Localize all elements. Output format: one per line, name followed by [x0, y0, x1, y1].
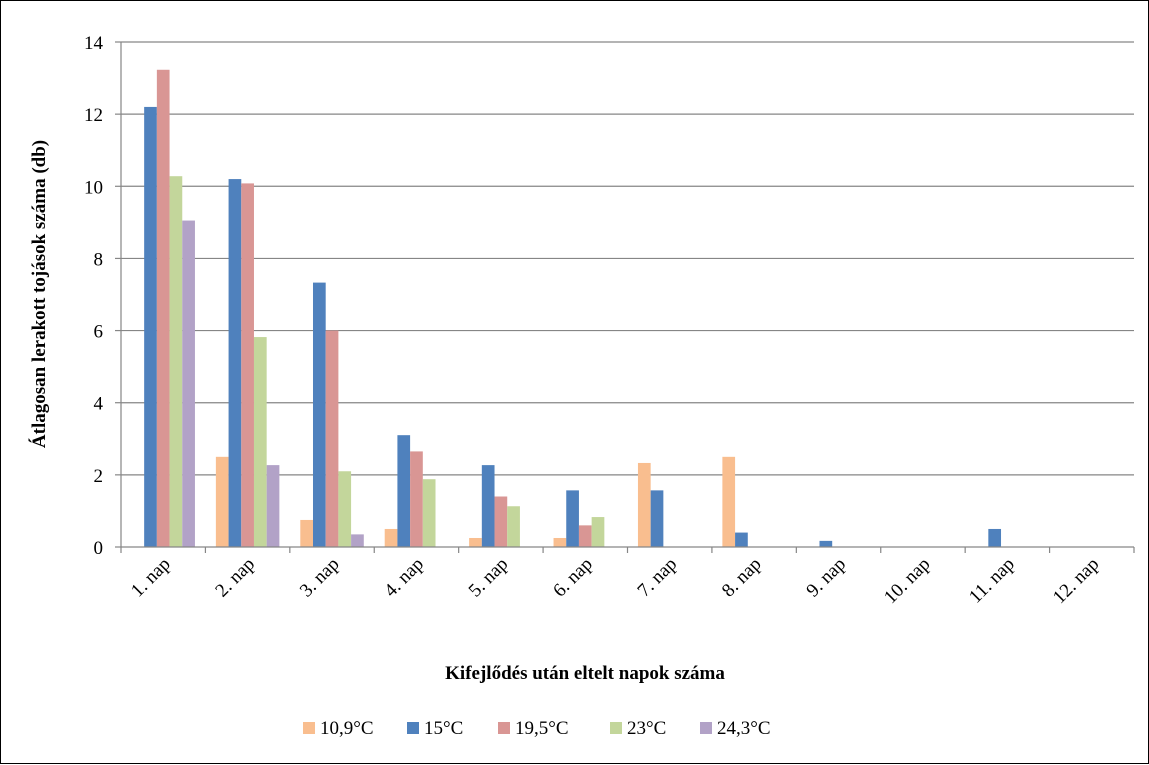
- legend-label: 24,3°C: [717, 718, 771, 739]
- y-tick-label: 8: [94, 249, 104, 270]
- y-tick-labels: 0 2 4 6 8 10 12 14: [84, 33, 104, 559]
- bar: [156, 69, 170, 548]
- bar: [228, 179, 242, 548]
- x-tick-labels: 1. nap 2. nap 3. nap 4. nap 5. nap 6. nap 7. n…: [127, 554, 1103, 608]
- y-tick-label: 0: [94, 538, 104, 559]
- y-tick-label: 2: [94, 466, 104, 487]
- x-axis-title: Kifejlődés után eltelt napok száma: [445, 663, 725, 684]
- y-tick-label: 14: [84, 33, 104, 54]
- legend-swatch: [407, 722, 419, 734]
- x-tick-label: 3. nap: [296, 554, 344, 602]
- legend-swatch: [498, 722, 510, 734]
- x-tick-label: 1. nap: [127, 554, 175, 602]
- bar: [735, 532, 748, 547]
- bar: [410, 451, 423, 547]
- legend-label: 15°C: [424, 718, 463, 739]
- legend-label: 19,5°C: [515, 718, 569, 739]
- legend-swatch: [700, 722, 712, 734]
- x-tick-label: 5. nap: [465, 554, 513, 602]
- bar: [637, 462, 651, 547]
- legend-swatch: [610, 722, 622, 734]
- bar: [481, 465, 495, 547]
- bar: [422, 479, 436, 547]
- bar: [144, 106, 157, 547]
- legend-label: 10,9°C: [320, 718, 374, 739]
- bar: [325, 330, 339, 547]
- bar: [494, 496, 508, 547]
- bar: [241, 183, 254, 547]
- bar: [312, 282, 326, 547]
- x-tick-label: 10. nap: [880, 554, 934, 608]
- y-tick-label: 6: [94, 322, 104, 343]
- bar: [351, 534, 364, 547]
- gridlines: [121, 41, 1134, 476]
- bar: [469, 537, 482, 547]
- bar: [215, 456, 229, 547]
- bar: [722, 456, 736, 547]
- bar: [253, 337, 267, 547]
- x-tick-label: 2. nap: [211, 554, 259, 602]
- bar: [300, 519, 313, 547]
- bar: [182, 220, 195, 547]
- x-tick-label: 6. nap: [549, 554, 597, 602]
- bar: [566, 490, 579, 547]
- legend-swatch: [303, 722, 315, 734]
- bar: [266, 465, 280, 547]
- bar: [650, 490, 664, 547]
- bar: [338, 471, 352, 547]
- bar: [507, 506, 520, 547]
- bar: [384, 528, 398, 547]
- axes: [115, 41, 1135, 553]
- legend: 10,9°C 15°C 19,5°C 23°C 24,3°C: [303, 718, 771, 739]
- y-tick-label: 12: [84, 105, 103, 126]
- x-tick-label: 11. nap: [965, 554, 1019, 608]
- x-tick-label: 4. nap: [380, 554, 428, 602]
- legend-label: 23°C: [627, 718, 666, 739]
- x-tick-label: 12. nap: [1049, 554, 1103, 608]
- bars: [144, 69, 1002, 548]
- x-tick-label: 7. nap: [634, 554, 682, 602]
- y-axis-title: Átlagosan lerakott tojások száma (db): [28, 140, 50, 448]
- bar: [988, 528, 1002, 547]
- bar: [553, 537, 567, 547]
- x-tick-label: 8. nap: [718, 554, 766, 602]
- y-tick-label: 4: [94, 394, 104, 415]
- bar: [591, 517, 605, 547]
- x-tick-label: 9. nap: [802, 554, 850, 602]
- bar: [169, 176, 183, 547]
- bar: [578, 525, 592, 547]
- y-tick-label: 10: [84, 177, 103, 198]
- bar: [397, 435, 411, 547]
- bar: [819, 540, 833, 547]
